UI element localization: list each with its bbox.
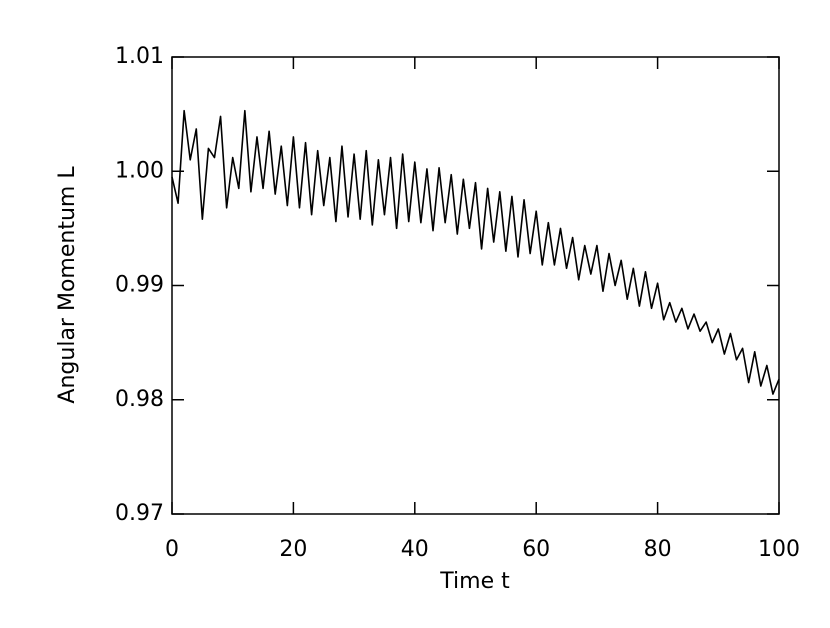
y-tick-label: 0.99 — [115, 273, 164, 298]
y-tick-label: 0.98 — [115, 387, 164, 412]
y-axis-label: Angular Momentum L — [55, 166, 80, 404]
y-tick-label: 0.97 — [115, 501, 164, 526]
x-tick-label: 20 — [279, 537, 307, 562]
x-tick-label: 40 — [401, 537, 429, 562]
x-tick-label: 80 — [644, 537, 672, 562]
x-tick-label: 0 — [165, 537, 179, 562]
x-axis-label: Time t — [439, 569, 510, 594]
x-tick-label: 60 — [522, 537, 550, 562]
x-tick-label: 100 — [758, 537, 800, 562]
plot-frame — [171, 56, 780, 515]
y-tick-label: 1.01 — [115, 44, 164, 69]
data-line — [171, 109, 780, 395]
y-tick-label: 1.00 — [115, 158, 164, 183]
